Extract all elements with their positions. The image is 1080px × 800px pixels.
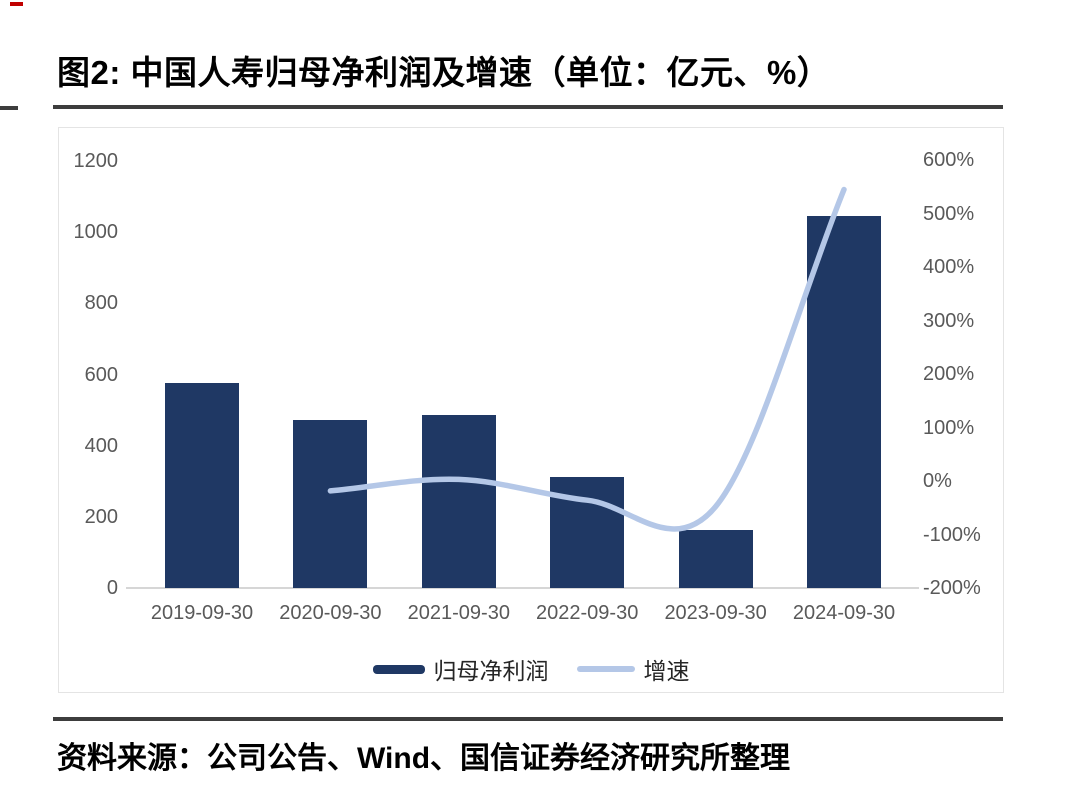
legend-item-growth[interactable]: 增速 — [576, 652, 690, 686]
left-axis-tick-label: 600 — [84, 363, 118, 386]
title-underline — [53, 105, 1003, 109]
x-axis-tick-label: 2024-09-30 — [792, 602, 896, 624]
legend-item-profit[interactable]: 归母净利润 — [372, 652, 549, 686]
chart-panel: 1200 1000 800 600 400 200 0 600% 500% 400% 300% 200… — [58, 127, 1004, 693]
source-note: 资料来源：公司公告、Wind、国信证券经济研究所整理 — [57, 742, 791, 775]
profit-bar[interactable] — [293, 420, 368, 588]
x-axis-line — [126, 587, 919, 589]
chart-legend: 归母净利润 增速 — [59, 652, 1003, 686]
x-axis-tick-label: 2021-09-30 — [407, 602, 510, 624]
page-accent-mark — [10, 2, 23, 6]
figure-title: 图2: 中国人寿归母净利润及增速（单位：亿元、%） — [57, 54, 831, 91]
line-swatch-icon — [576, 666, 635, 672]
right-axis-tick-label: 0% — [923, 470, 952, 492]
bar-swatch-icon — [372, 664, 425, 674]
left-axis-tick-label: 0 — [106, 577, 118, 599]
profit-bar[interactable] — [550, 477, 625, 588]
x-axis-tick-label: 2020-09-30 — [279, 602, 382, 624]
profit-bar[interactable] — [165, 382, 239, 588]
profit-bar[interactable] — [678, 530, 753, 588]
right-axis-tick-label: 200% — [923, 363, 975, 385]
left-axis-tick-label: 200 — [84, 505, 118, 528]
x-axis-tick-label: 2023-09-30 — [664, 602, 767, 624]
x-axis-tick-label: 2019-09-30 — [150, 602, 254, 624]
legend-label: 归母净利润 — [433, 658, 549, 684]
left-axis-tick-label: 1200 — [73, 150, 119, 172]
source-divider — [53, 717, 1003, 721]
left-axis-tick-label: 1000 — [73, 221, 119, 244]
left-edge-rule-fragment — [0, 106, 18, 110]
left-axis-tick-label: 400 — [84, 434, 118, 457]
right-axis-tick-label: 500% — [923, 202, 975, 225]
right-axis-tick-label: 300% — [923, 309, 975, 332]
profit-bar[interactable] — [807, 216, 881, 588]
legend-label: 增速 — [643, 658, 690, 684]
x-axis-tick-label: 2022-09-30 — [536, 602, 639, 624]
right-axis-tick-label: 400% — [923, 256, 975, 278]
right-axis-tick-label: -200% — [923, 577, 981, 599]
right-axis-tick-label: 600% — [923, 149, 975, 171]
right-axis-tick-label: -100% — [923, 523, 981, 546]
left-axis-tick-label: 800 — [84, 292, 118, 315]
right-axis-tick-label: 100% — [923, 416, 975, 439]
profit-bar[interactable] — [421, 415, 496, 588]
